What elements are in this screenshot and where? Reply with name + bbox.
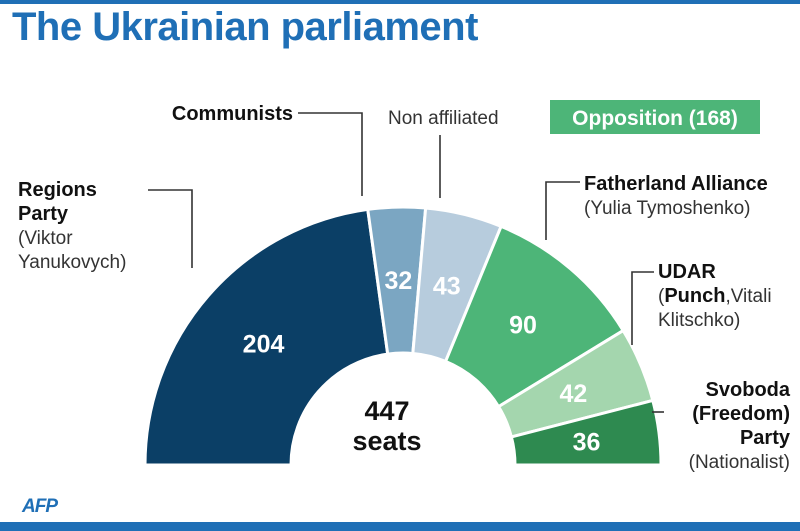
label-regions-line-4: Yanukovych) (18, 252, 126, 273)
total-seats-value: 447 (364, 396, 409, 426)
label-udar-line-2: (Punch,Vitali (658, 285, 772, 307)
opposition-badge-text: Opposition (168) (572, 107, 738, 130)
label-udar-line-3: Klitschko) (658, 310, 740, 331)
baseline-mask (0, 465, 800, 525)
label-fatherland-line-2: (Yulia Tymoshenko) (584, 198, 751, 219)
label-svoboda-line-3: Party (740, 427, 791, 449)
label-udar-line-1: UDAR (658, 261, 716, 283)
segment-regions (143, 207, 390, 467)
value-label-communists: 32 (385, 267, 413, 295)
top-rule (0, 0, 800, 4)
bottom-rule (0, 522, 800, 531)
opposition-badge-bg (550, 100, 760, 134)
label-regions-line-3: (Viktor (18, 228, 73, 249)
label-svoboda-line-1: Svoboda (706, 379, 791, 401)
label-svoboda-line-4: (Nationalist) (689, 452, 790, 473)
label-fatherland-line-1: Fatherland Alliance (584, 173, 768, 195)
leader-line-fatherland (545, 181, 580, 240)
leader-line-regions (148, 189, 193, 268)
value-label-udar: 42 (559, 380, 587, 408)
afp-logo: AFP (22, 496, 58, 517)
chart-title: The Ukrainian parliament (12, 5, 478, 49)
label-non-affiliated-line-1: Non affiliated (388, 108, 499, 129)
value-label-regions: 204 (243, 330, 285, 358)
label-regions-line-1: Regions (18, 179, 97, 201)
leader-line-udar (631, 271, 654, 345)
value-label-svoboda: 36 (573, 429, 601, 457)
label-svoboda-line-2: (Freedom) (692, 403, 790, 425)
total-seats-unit: seats (352, 426, 421, 456)
leader-line-communists (298, 112, 363, 196)
label-regions-line-2: Party (18, 203, 69, 225)
value-label-non-affiliated: 43 (433, 272, 461, 300)
label-communists-line-1: Communists (172, 103, 293, 125)
value-label-fatherland: 90 (509, 311, 537, 339)
